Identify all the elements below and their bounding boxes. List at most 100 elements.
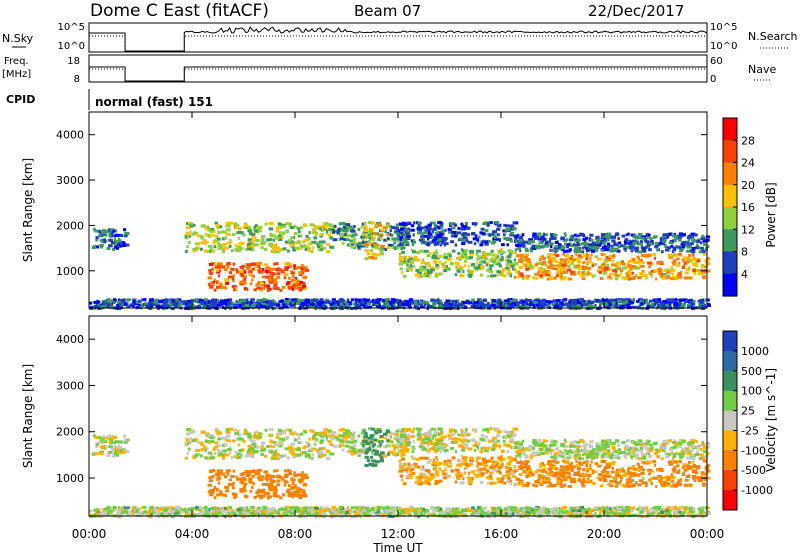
velocity-point: [417, 433, 421, 436]
velocity-point: [341, 428, 346, 431]
power-point: [288, 277, 291, 280]
velocity-point: [217, 473, 221, 476]
velocity-point: [201, 431, 205, 434]
velocity-point: [451, 470, 454, 473]
velocity-point: [487, 482, 489, 485]
velocity-point: [387, 444, 390, 447]
velocity-point: [443, 476, 447, 479]
velocity-point: [265, 474, 270, 477]
velocity-point: [232, 484, 234, 487]
velocity-point: [443, 460, 446, 463]
power-point: [282, 286, 285, 289]
power-point: [667, 299, 670, 302]
velocity-point: [380, 456, 384, 459]
velocity-point: [292, 453, 294, 456]
power-point: [622, 235, 626, 238]
power-point: [604, 268, 609, 271]
velocity-point: [450, 447, 454, 450]
power-point: [468, 271, 472, 274]
power-point: [125, 299, 129, 302]
power-point: [208, 245, 212, 248]
power-point: [409, 298, 412, 301]
power-point: [355, 233, 358, 236]
power-point: [369, 240, 372, 243]
power-point: [277, 272, 281, 275]
velocity-point: [419, 445, 423, 448]
power-point: [482, 241, 484, 244]
power-point: [614, 304, 617, 307]
velocity-point: [485, 436, 489, 439]
velocity-point: [273, 489, 278, 492]
velocity-point: [314, 433, 317, 436]
velocity-point: [221, 437, 226, 440]
power-point: [691, 250, 696, 253]
power-point: [423, 274, 426, 277]
power-point: [111, 241, 115, 244]
power-point: [515, 248, 518, 251]
power-point: [483, 261, 486, 264]
power-point: [655, 242, 658, 245]
power-point: [455, 244, 457, 247]
velocity-point: [204, 456, 208, 459]
nave-tick-low: 0: [710, 74, 716, 85]
velocity-point: [421, 468, 425, 471]
velocity-point: [275, 443, 280, 446]
power-point: [649, 242, 653, 245]
velocity-point: [489, 427, 493, 430]
velocity-point: [309, 430, 314, 433]
power-point: [434, 259, 437, 262]
power-point: [441, 229, 445, 232]
power-point: [694, 234, 698, 237]
velocity-point: [260, 453, 264, 456]
power-point: [302, 244, 307, 247]
power-point: [218, 262, 223, 265]
velocity-point: [239, 477, 244, 480]
power-point: [555, 241, 559, 244]
power-point: [507, 255, 512, 258]
power-point: [324, 301, 329, 304]
power-point: [575, 253, 577, 256]
power-point: [108, 244, 113, 247]
velocity-point: [476, 460, 479, 463]
power-point: [400, 247, 403, 250]
power-point: [584, 242, 588, 245]
power-point: [524, 241, 528, 244]
power-point: [323, 222, 325, 225]
power-point: [236, 271, 239, 274]
power-point: [235, 287, 238, 290]
power-point: [576, 257, 581, 260]
power-point: [701, 247, 704, 250]
power-point: [642, 249, 647, 252]
power-point: [233, 274, 235, 277]
power-point: [428, 242, 430, 245]
power-point: [556, 249, 558, 252]
power-point: [636, 300, 639, 303]
velocity-point: [231, 456, 234, 459]
power-point: [303, 240, 306, 243]
power-point: [223, 243, 227, 246]
power-point: [621, 244, 624, 247]
nave-tick-high: 60: [710, 56, 723, 67]
power-point: [662, 240, 665, 243]
power-point: [484, 299, 488, 302]
velocity-point: [514, 465, 516, 468]
power-point: [564, 232, 566, 235]
velocity-point: [497, 457, 501, 460]
power-point: [665, 304, 668, 307]
velocity-point: [252, 482, 255, 485]
power-point: [448, 258, 451, 261]
velocity-point: [433, 434, 437, 437]
velocity-point: [411, 431, 414, 434]
power-point: [635, 274, 637, 277]
velocity-point: [444, 449, 449, 452]
power-point: [623, 298, 626, 301]
power-point: [224, 247, 229, 250]
power-point: [116, 247, 119, 250]
power-point: [692, 238, 696, 241]
power-point: [497, 299, 501, 302]
power-point: [604, 261, 606, 264]
power-point: [248, 270, 252, 273]
power-point: [630, 277, 634, 280]
velocity-point: [479, 450, 483, 453]
power-point: [345, 238, 349, 241]
